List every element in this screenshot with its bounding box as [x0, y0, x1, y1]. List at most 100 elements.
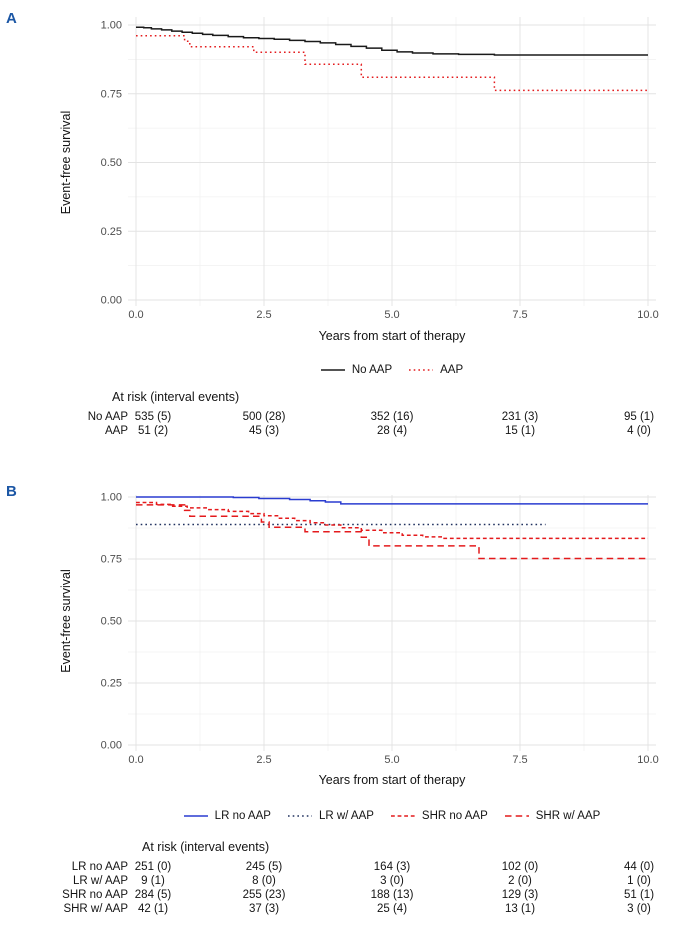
risk-value: 500 (28) — [242, 411, 286, 423]
survival-curve-no-aap — [136, 26, 648, 56]
y-tick-label: 0.25 — [101, 226, 122, 238]
risk-value: 245 (5) — [245, 861, 283, 873]
y-tick-label: 0.75 — [101, 88, 122, 100]
y-tick-label: 0.50 — [101, 616, 122, 628]
legend-label: SHR no AAP — [421, 810, 488, 822]
risk-value: 51 (2) — [137, 425, 169, 437]
legend-line-icon — [504, 815, 529, 817]
y-tick-label: 0.75 — [101, 554, 122, 566]
risk-row: AAP 51 (2) 45 (3) 28 (4) 15 (1) 4 (0) — [0, 424, 683, 438]
risk-value: 4 (0) — [627, 425, 651, 437]
risk-value: 164 (3) — [373, 861, 411, 873]
risk-value: 1 (0) — [627, 875, 651, 887]
risk-value: 28 (4) — [376, 425, 408, 437]
risk-row: LR no AAP 251 (0) 245 (5) 164 (3) 102 (0) 44 … — [0, 860, 683, 874]
y-tick-label: 0.00 — [101, 740, 122, 752]
risk-value: 42 (1) — [137, 903, 169, 915]
legend-a: No AAP AAP — [100, 360, 683, 380]
y-axis-title: Event-free survival — [59, 111, 73, 215]
x-axis-title: Years from start of therapy — [319, 773, 467, 787]
survival-curve-shr-w-aap — [136, 504, 648, 560]
risk-row-label: LR w/ AAP — [73, 875, 128, 887]
y-tick-label: 1.00 — [101, 20, 122, 32]
y-axis-title: Event-free survival — [59, 569, 73, 673]
risk-table-b: At risk (interval events) LR no AAP 251 (… — [0, 840, 683, 916]
risk-value: 102 (0) — [501, 861, 539, 873]
x-tick-label: 0.0 — [128, 309, 143, 321]
y-tick-label: 0.25 — [101, 678, 122, 690]
risk-value: 352 (16) — [370, 411, 414, 423]
risk-value: 284 (5) — [134, 889, 172, 901]
legend-item-aap: AAP — [408, 364, 463, 376]
risk-table-a: At risk (interval events) No AAP 535 (5) 5… — [0, 390, 683, 438]
x-tick-label: 5.0 — [384, 754, 399, 766]
legend-line-icon — [183, 815, 208, 817]
legend-item-lr-w-aap: LR w/ AAP — [287, 810, 374, 822]
risk-rows-b: LR no AAP 251 (0) 245 (5) 164 (3) 102 (0) 44 … — [0, 860, 683, 916]
risk-value: 95 (1) — [623, 411, 655, 423]
risk-value: 45 (3) — [248, 425, 280, 437]
risk-value: 8 (0) — [252, 875, 276, 887]
x-tick-label: 2.5 — [256, 754, 271, 766]
risk-rows-a: No AAP 535 (5) 500 (28) 352 (16) 231 (3) 95 (… — [0, 410, 683, 438]
panel-b: B 0.0 2.5 5.0 7.5 10.0 0.00 0.25 0.50 0.75 1.00 Ye… — [0, 470, 683, 916]
y-tick-label: 1.00 — [101, 492, 122, 504]
risk-value: 535 (5) — [134, 411, 172, 423]
legend-line-icon — [287, 815, 312, 817]
risk-value: 129 (3) — [501, 889, 539, 901]
legend-item-no-aap: No AAP — [320, 364, 392, 376]
y-tick-label: 0.00 — [101, 295, 122, 307]
legend-label: LR no AAP — [214, 810, 271, 822]
risk-value: 188 (13) — [370, 889, 414, 901]
risk-table-title-a: At risk (interval events) — [112, 390, 240, 404]
risk-value: 2 (0) — [508, 875, 532, 887]
risk-value: 3 (0) — [380, 875, 404, 887]
x-axis-title: Years from start of therapy — [319, 329, 467, 343]
risk-value: 231 (3) — [501, 411, 539, 423]
survival-chart-b: 0.0 2.5 5.0 7.5 10.0 0.00 0.25 0.50 0.75 1.00 Year… — [59, 492, 659, 788]
x-tick-label: 2.5 — [256, 309, 271, 321]
survival-curve-aap — [136, 34, 648, 92]
risk-value: 15 (1) — [504, 425, 536, 437]
panel-b-label: B — [6, 483, 17, 500]
risk-row: No AAP 535 (5) 500 (28) 352 (16) 231 (3) 95 (… — [0, 410, 683, 424]
risk-row-label: SHR no AAP — [62, 889, 128, 901]
risk-row: LR w/ AAP 9 (1) 8 (0) 3 (0) 2 (0) 1 (0) — [0, 874, 683, 888]
panel-a-label: A — [6, 10, 17, 27]
risk-value: 25 (4) — [376, 903, 408, 915]
legend-line-icon — [409, 369, 434, 371]
risk-value: 255 (23) — [242, 889, 286, 901]
legend-item-lr-no-aap: LR no AAP — [183, 810, 271, 822]
survival-curve-lr-no-aap — [136, 496, 648, 505]
risk-value: 37 (3) — [248, 903, 280, 915]
legend-item-shr-w-aap: SHR w/ AAP — [504, 810, 601, 822]
survival-curve-shr-no-aap — [136, 501, 648, 540]
legend-label: No AAP — [351, 364, 393, 376]
risk-value: 13 (1) — [504, 903, 536, 915]
x-tick-label: 5.0 — [384, 309, 399, 321]
x-tick-label: 7.5 — [512, 309, 527, 321]
risk-value: 51 (1) — [623, 889, 655, 901]
legend-line-icon — [390, 815, 415, 817]
risk-row-label: SHR w/ AAP — [63, 903, 128, 915]
legend-label: SHR w/ AAP — [535, 810, 601, 822]
legend-item-shr-no-aap: SHR no AAP — [390, 810, 488, 822]
legend-b: LR no AAP LR w/ AAP SHR no AAP SHR w/ AAP — [100, 806, 683, 826]
risk-row: SHR no AAP 284 (5) 255 (23) 188 (13) 129 (3)… — [0, 888, 683, 902]
x-tick-label: 7.5 — [512, 754, 527, 766]
x-tick-label: 0.0 — [128, 754, 143, 766]
y-tick-label: 0.50 — [101, 157, 122, 169]
risk-table-title-b: At risk (interval events) — [142, 840, 270, 854]
risk-value: 9 (1) — [141, 875, 165, 887]
risk-value: 251 (0) — [134, 861, 172, 873]
risk-value: 3 (0) — [627, 903, 651, 915]
panel-a: A 0.0 2.5 5.0 7.5 10.0 0.00 0.25 0.50 0.75 1.00 Ye… — [0, 0, 683, 438]
legend-label: AAP — [440, 364, 464, 376]
legend-line-icon — [320, 369, 345, 371]
survival-chart-a: 0.0 2.5 5.0 7.5 10.0 0.00 0.25 0.50 0.75 1.00 Year… — [59, 17, 659, 343]
legend-label: LR w/ AAP — [318, 810, 374, 822]
risk-row-label: AAP — [104, 425, 128, 437]
x-tick-label: 10.0 — [637, 754, 658, 766]
x-tick-label: 10.0 — [637, 309, 658, 321]
